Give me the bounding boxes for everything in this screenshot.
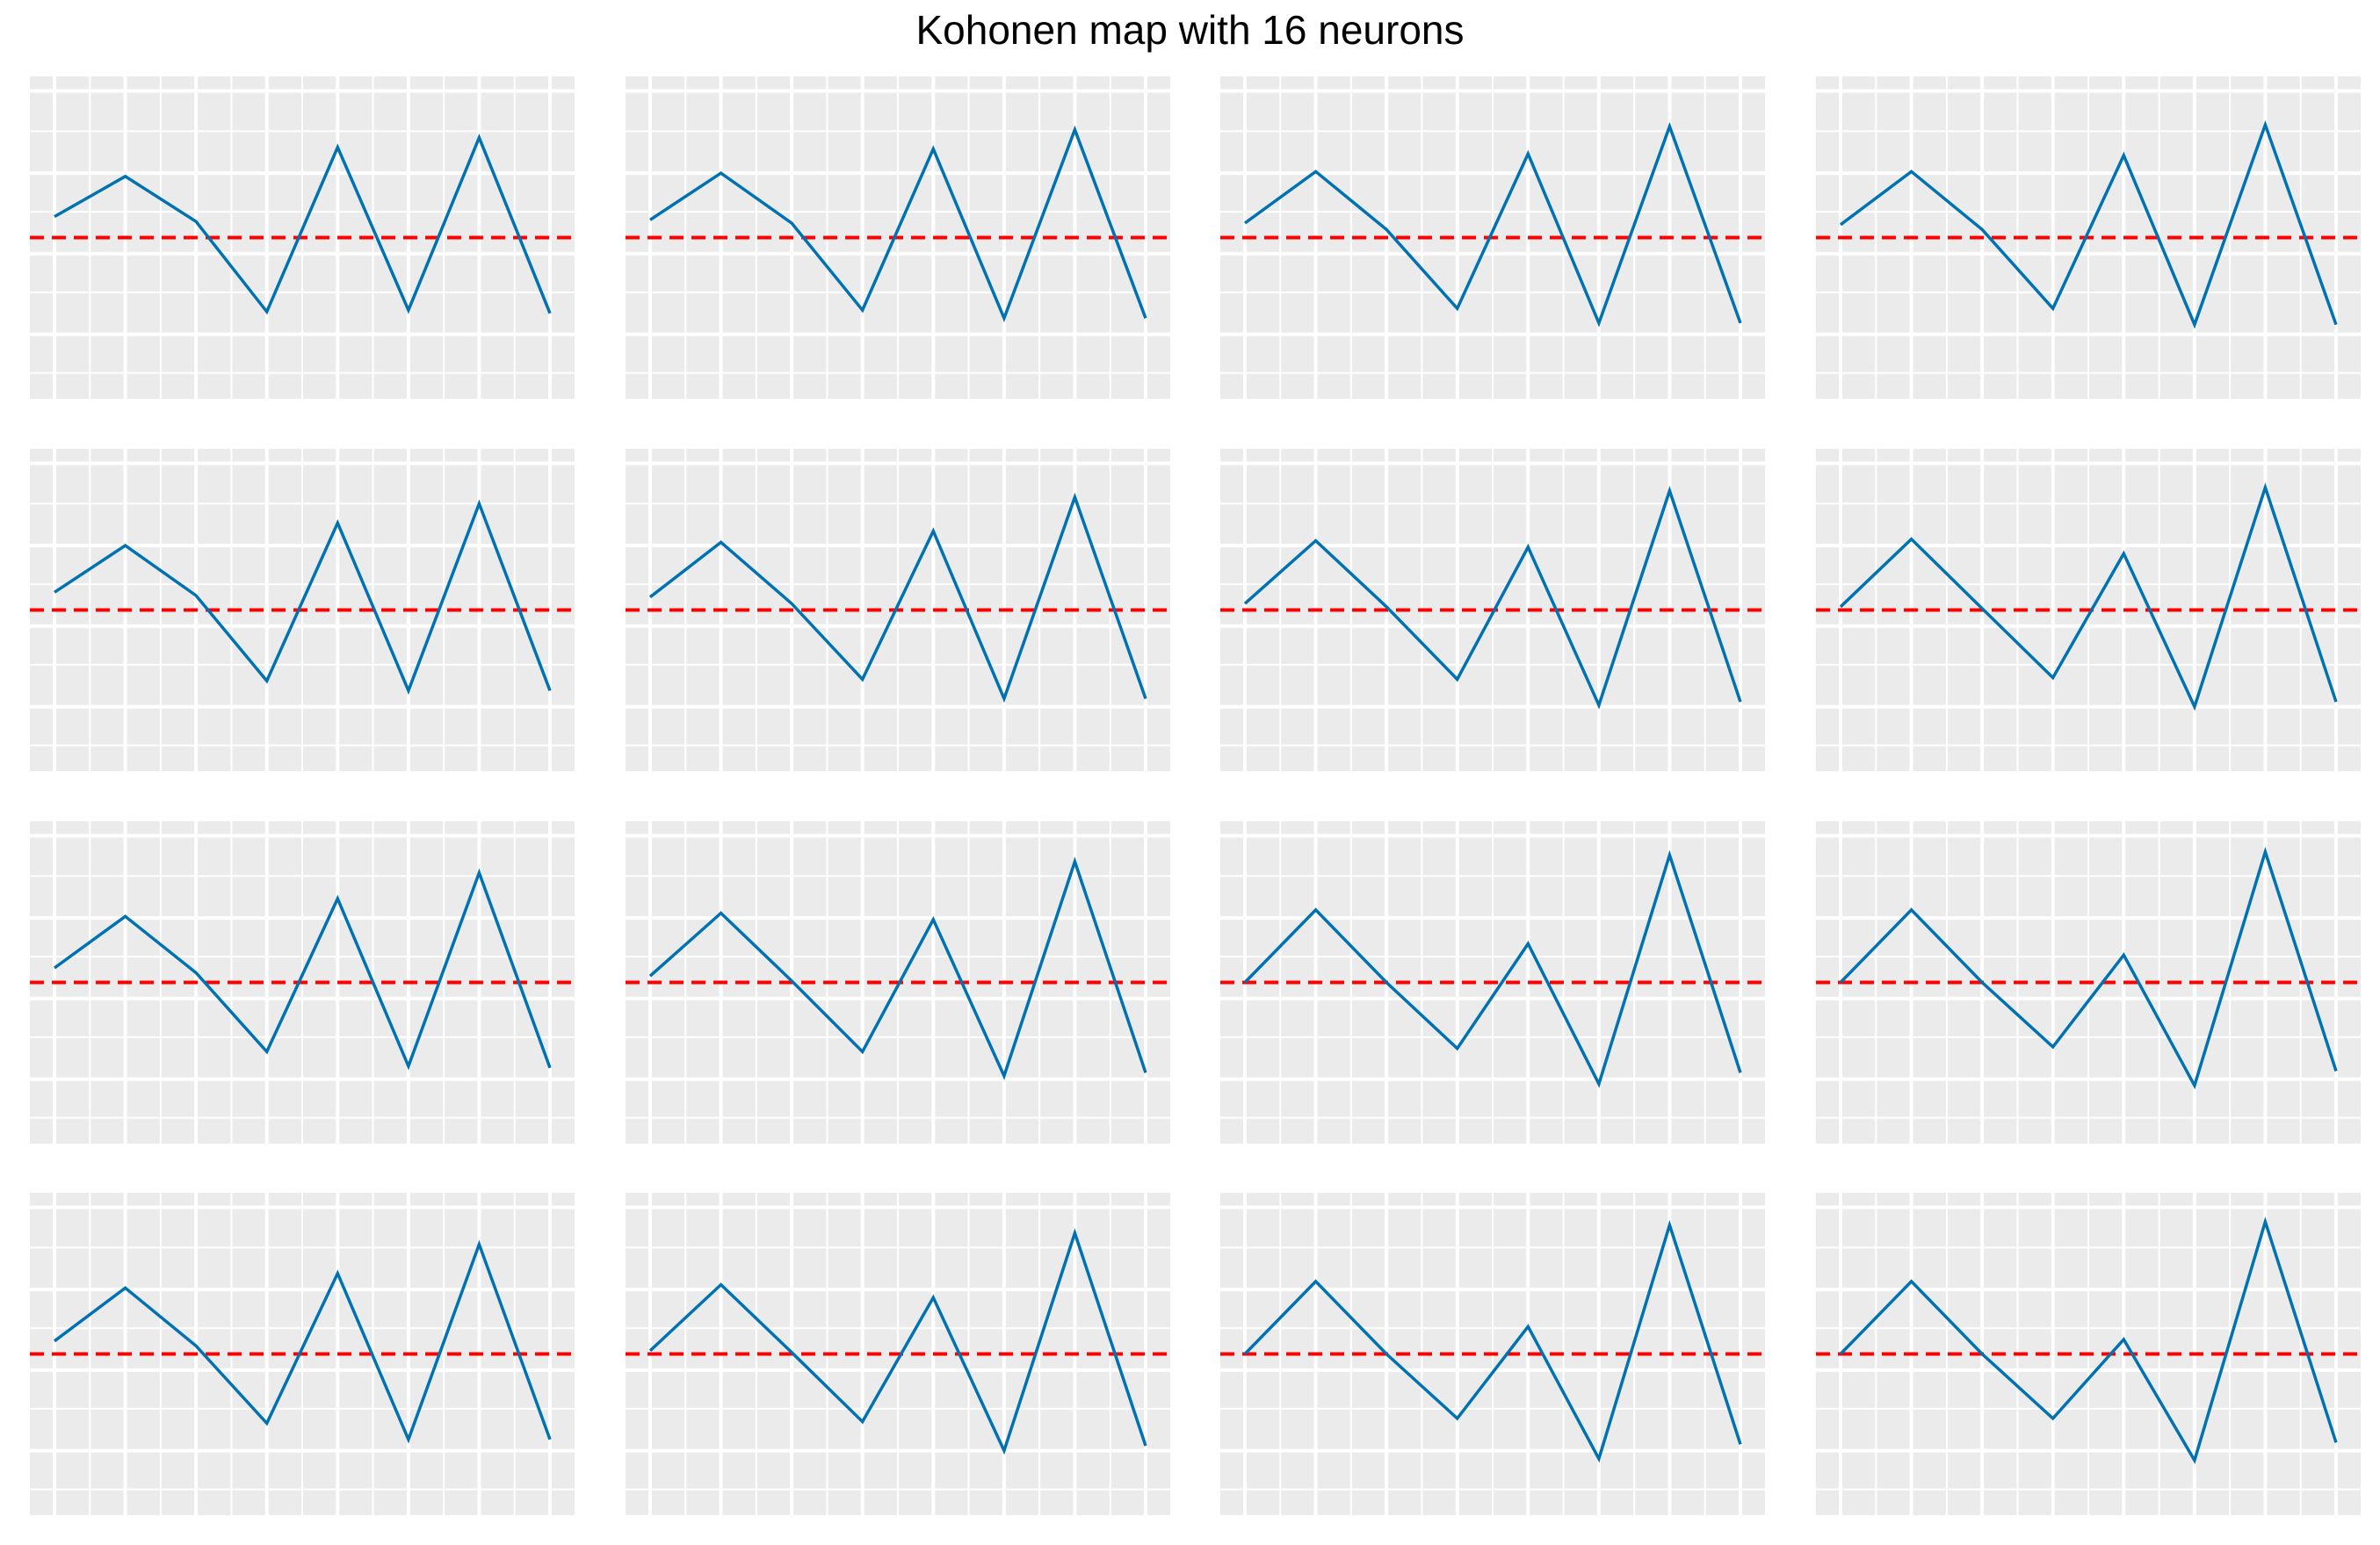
series-line	[1839, 847, 2338, 1090]
chart-title: Kohonen map with 16 neurons	[915, 7, 1465, 53]
panel-10	[626, 821, 1170, 1144]
series-line	[649, 125, 1147, 323]
series-line	[1243, 849, 1742, 1088]
series-line	[53, 868, 552, 1071]
series-line	[1243, 121, 1742, 328]
panel-12	[1816, 821, 2361, 1144]
panel-13	[30, 1193, 575, 1515]
series-line	[648, 1228, 1147, 1455]
panel-1	[30, 76, 575, 399]
series-line	[1243, 1219, 1742, 1463]
panel-11	[1220, 821, 1765, 1144]
panel-5	[30, 449, 575, 771]
series-line	[1839, 1217, 2338, 1464]
series-line	[1839, 119, 2338, 329]
panel-8	[1816, 449, 2361, 771]
panel-7	[1220, 449, 1765, 771]
panel-9	[30, 821, 575, 1144]
panel-4	[1816, 76, 2361, 399]
series-line	[53, 1239, 552, 1444]
series-line	[1243, 486, 1742, 710]
panel-15	[1220, 1193, 1765, 1515]
series-line	[648, 856, 1147, 1080]
panel-6	[626, 449, 1170, 771]
series-line	[648, 492, 1147, 704]
panel-16	[1816, 1193, 2361, 1515]
panel-2	[626, 76, 1170, 399]
series-line	[54, 134, 552, 315]
panel-3	[1220, 76, 1765, 399]
series-line	[54, 499, 552, 696]
series-line	[1839, 482, 2338, 711]
panel-14	[626, 1193, 1170, 1515]
